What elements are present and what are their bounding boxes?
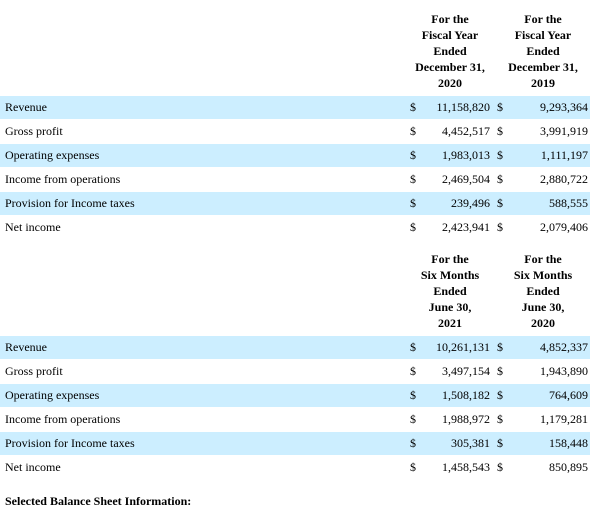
value-col2: 158,448 bbox=[549, 436, 588, 450]
currency-symbol: $ bbox=[410, 172, 416, 186]
row-label: Net income bbox=[5, 460, 61, 474]
table-row: Provision for Income taxes $ 239,496 $ 5… bbox=[0, 192, 590, 215]
header-line: 2021 bbox=[438, 316, 462, 330]
value-col1: 4,452,517 bbox=[442, 124, 490, 138]
table-row: Operating expenses $ 1,508,182 $ 764,609 bbox=[0, 384, 590, 407]
currency-symbol: $ bbox=[410, 436, 416, 450]
header-line: For the bbox=[431, 252, 469, 266]
value-col1: 305,381 bbox=[451, 436, 490, 450]
table-row: Income from operations $ 2,469,504 $ 2,8… bbox=[0, 168, 590, 191]
currency-symbol: $ bbox=[497, 460, 503, 474]
row-label: Income from operations bbox=[5, 172, 121, 186]
currency-symbol: $ bbox=[497, 436, 503, 450]
value-col1: 2,469,504 bbox=[442, 172, 490, 186]
header-line: Fiscal Year bbox=[421, 28, 479, 42]
section2-col2-header: For the Six Months Ended June 30, 2020 bbox=[498, 251, 588, 331]
value-col2: 588,555 bbox=[549, 196, 588, 210]
value-col2: 1,943,890 bbox=[540, 364, 588, 378]
table-row: Provision for Income taxes $ 305,381 $ 1… bbox=[0, 432, 590, 455]
header-line: Six Months bbox=[513, 268, 573, 282]
value-col1: 1,458,543 bbox=[442, 460, 490, 474]
currency-symbol: $ bbox=[410, 220, 416, 234]
header-line: For the bbox=[524, 12, 562, 26]
header-line: Fiscal Year bbox=[514, 28, 572, 42]
value-col1: 239,496 bbox=[451, 196, 490, 210]
currency-symbol: $ bbox=[410, 148, 416, 162]
table-row: Operating expenses $ 1,983,013 $ 1,111,1… bbox=[0, 144, 590, 167]
table-row: Gross profit $ 4,452,517 $ 3,991,919 bbox=[0, 120, 590, 143]
row-label: Provision for Income taxes bbox=[5, 436, 135, 450]
row-label: Operating expenses bbox=[5, 388, 100, 402]
value-col2: 2,880,722 bbox=[540, 172, 588, 186]
table-row: Revenue $ 11,158,820 $ 9,293,364 bbox=[0, 96, 590, 119]
header-line: December 31, bbox=[415, 60, 485, 74]
value-col1: 11,158,820 bbox=[436, 100, 490, 114]
currency-symbol: $ bbox=[497, 196, 503, 210]
value-col1: 10,261,131 bbox=[436, 340, 490, 354]
header-line: June 30, bbox=[428, 300, 472, 314]
header-line: June 30, bbox=[521, 300, 565, 314]
header-line: 2020 bbox=[531, 316, 555, 330]
header-line: For the bbox=[431, 12, 469, 26]
value-col2: 764,609 bbox=[549, 388, 588, 402]
currency-symbol: $ bbox=[410, 460, 416, 474]
table-row: Income from operations $ 1,988,972 $ 1,1… bbox=[0, 408, 590, 431]
value-col1: 2,423,941 bbox=[442, 220, 490, 234]
value-col2: 3,991,919 bbox=[540, 124, 588, 138]
currency-symbol: $ bbox=[497, 340, 503, 354]
value-col2: 4,852,337 bbox=[540, 340, 588, 354]
value-col1: 1,508,182 bbox=[442, 388, 490, 402]
value-col2: 2,079,406 bbox=[540, 220, 588, 234]
header-line: 2019 bbox=[531, 76, 555, 90]
header-line: Ended bbox=[526, 44, 560, 58]
value-col2: 1,111,197 bbox=[540, 148, 588, 162]
header-line: Ended bbox=[433, 284, 467, 298]
header-line: Ended bbox=[433, 44, 467, 58]
currency-symbol: $ bbox=[410, 100, 416, 114]
currency-symbol: $ bbox=[410, 340, 416, 354]
section2-col1-header: For the Six Months Ended June 30, 2021 bbox=[405, 251, 495, 331]
row-label: Net income bbox=[5, 220, 61, 234]
table-row: Gross profit $ 3,497,154 $ 1,943,890 bbox=[0, 360, 590, 383]
row-label: Provision for Income taxes bbox=[5, 196, 135, 210]
currency-symbol: $ bbox=[410, 388, 416, 402]
row-label: Revenue bbox=[5, 100, 47, 114]
currency-symbol: $ bbox=[497, 172, 503, 186]
currency-symbol: $ bbox=[410, 412, 416, 426]
section-heading: Selected Balance Sheet Information: bbox=[5, 494, 192, 508]
currency-symbol: $ bbox=[497, 388, 503, 402]
header-line: December 31, bbox=[508, 60, 578, 74]
value-col2: 9,293,364 bbox=[540, 100, 588, 114]
header-line: Ended bbox=[526, 284, 560, 298]
currency-symbol: $ bbox=[497, 412, 503, 426]
row-label: Operating expenses bbox=[5, 148, 100, 162]
value-col1: 1,983,013 bbox=[442, 148, 490, 162]
table-row: Revenue $ 10,261,131 $ 4,852,337 bbox=[0, 336, 590, 359]
value-col1: 1,988,972 bbox=[442, 412, 490, 426]
value-col2: 850,895 bbox=[549, 460, 588, 474]
currency-symbol: $ bbox=[497, 364, 503, 378]
table-row: Net income $ 1,458,543 $ 850,895 bbox=[0, 456, 590, 479]
row-label: Revenue bbox=[5, 340, 47, 354]
section1-col2-header: For the Fiscal Year Ended December 31, 2… bbox=[498, 11, 588, 91]
currency-symbol: $ bbox=[410, 196, 416, 210]
row-label: Gross profit bbox=[5, 364, 63, 378]
currency-symbol: $ bbox=[410, 364, 416, 378]
table-row: Net income $ 2,423,941 $ 2,079,406 bbox=[0, 216, 590, 239]
currency-symbol: $ bbox=[497, 220, 503, 234]
currency-symbol: $ bbox=[497, 148, 503, 162]
currency-symbol: $ bbox=[410, 124, 416, 138]
header-line: For the bbox=[524, 252, 562, 266]
header-line: 2020 bbox=[438, 76, 462, 90]
currency-symbol: $ bbox=[497, 124, 503, 138]
value-col2: 1,179,281 bbox=[540, 412, 588, 426]
value-col1: 3,497,154 bbox=[442, 364, 490, 378]
section1-col1-header: For the Fiscal Year Ended December 31, 2… bbox=[405, 11, 495, 91]
header-line: Six Months bbox=[420, 268, 480, 282]
row-label: Gross profit bbox=[5, 124, 63, 138]
row-label: Income from operations bbox=[5, 412, 121, 426]
currency-symbol: $ bbox=[497, 100, 503, 114]
